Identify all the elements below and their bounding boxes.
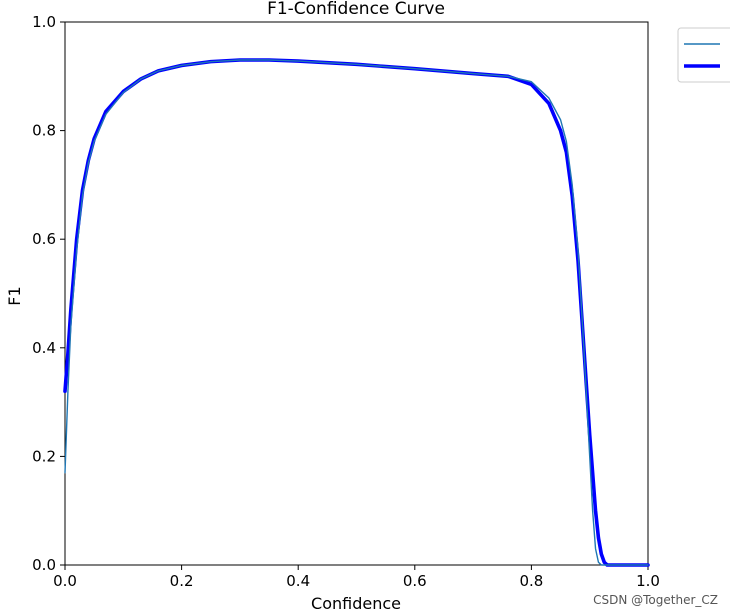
chart-title: F1-Confidence Curve — [267, 0, 445, 19]
y-axis: 0.0 0.2 0.4 0.6 0.8 1.0 — [32, 13, 65, 574]
x-tick-label: 0.6 — [403, 572, 427, 590]
y-tick-label: 0.0 — [32, 556, 56, 574]
series-layer — [63, 58, 650, 567]
legend — [677, 27, 730, 83]
x-tick-label: 0.0 — [53, 572, 77, 590]
x-axis-label: Confidence — [311, 594, 401, 612]
x-tick-label: 0.2 — [170, 572, 194, 590]
y-axis-label: F1 — [5, 286, 24, 305]
series-line-2 — [63, 58, 650, 567]
y-tick-label: 0.4 — [32, 339, 56, 357]
y-tick-label: 0.6 — [32, 230, 56, 248]
legend-box — [677, 27, 730, 83]
x-tick-label: 0.4 — [286, 572, 310, 590]
y-tick-label: 0.2 — [32, 447, 56, 465]
x-axis: 0.0 0.2 0.4 0.6 0.8 1.0 — [53, 565, 660, 590]
series-line-1 — [64, 59, 649, 566]
x-tick-label: 1.0 — [636, 572, 660, 590]
y-tick-label: 0.8 — [32, 122, 56, 140]
plot-area — [64, 21, 649, 566]
watermark-text: CSDN @Together_CZ — [593, 593, 718, 607]
x-tick-label: 0.8 — [519, 572, 543, 590]
legend-entries — [684, 43, 720, 68]
y-tick-label: 1.0 — [32, 13, 56, 31]
